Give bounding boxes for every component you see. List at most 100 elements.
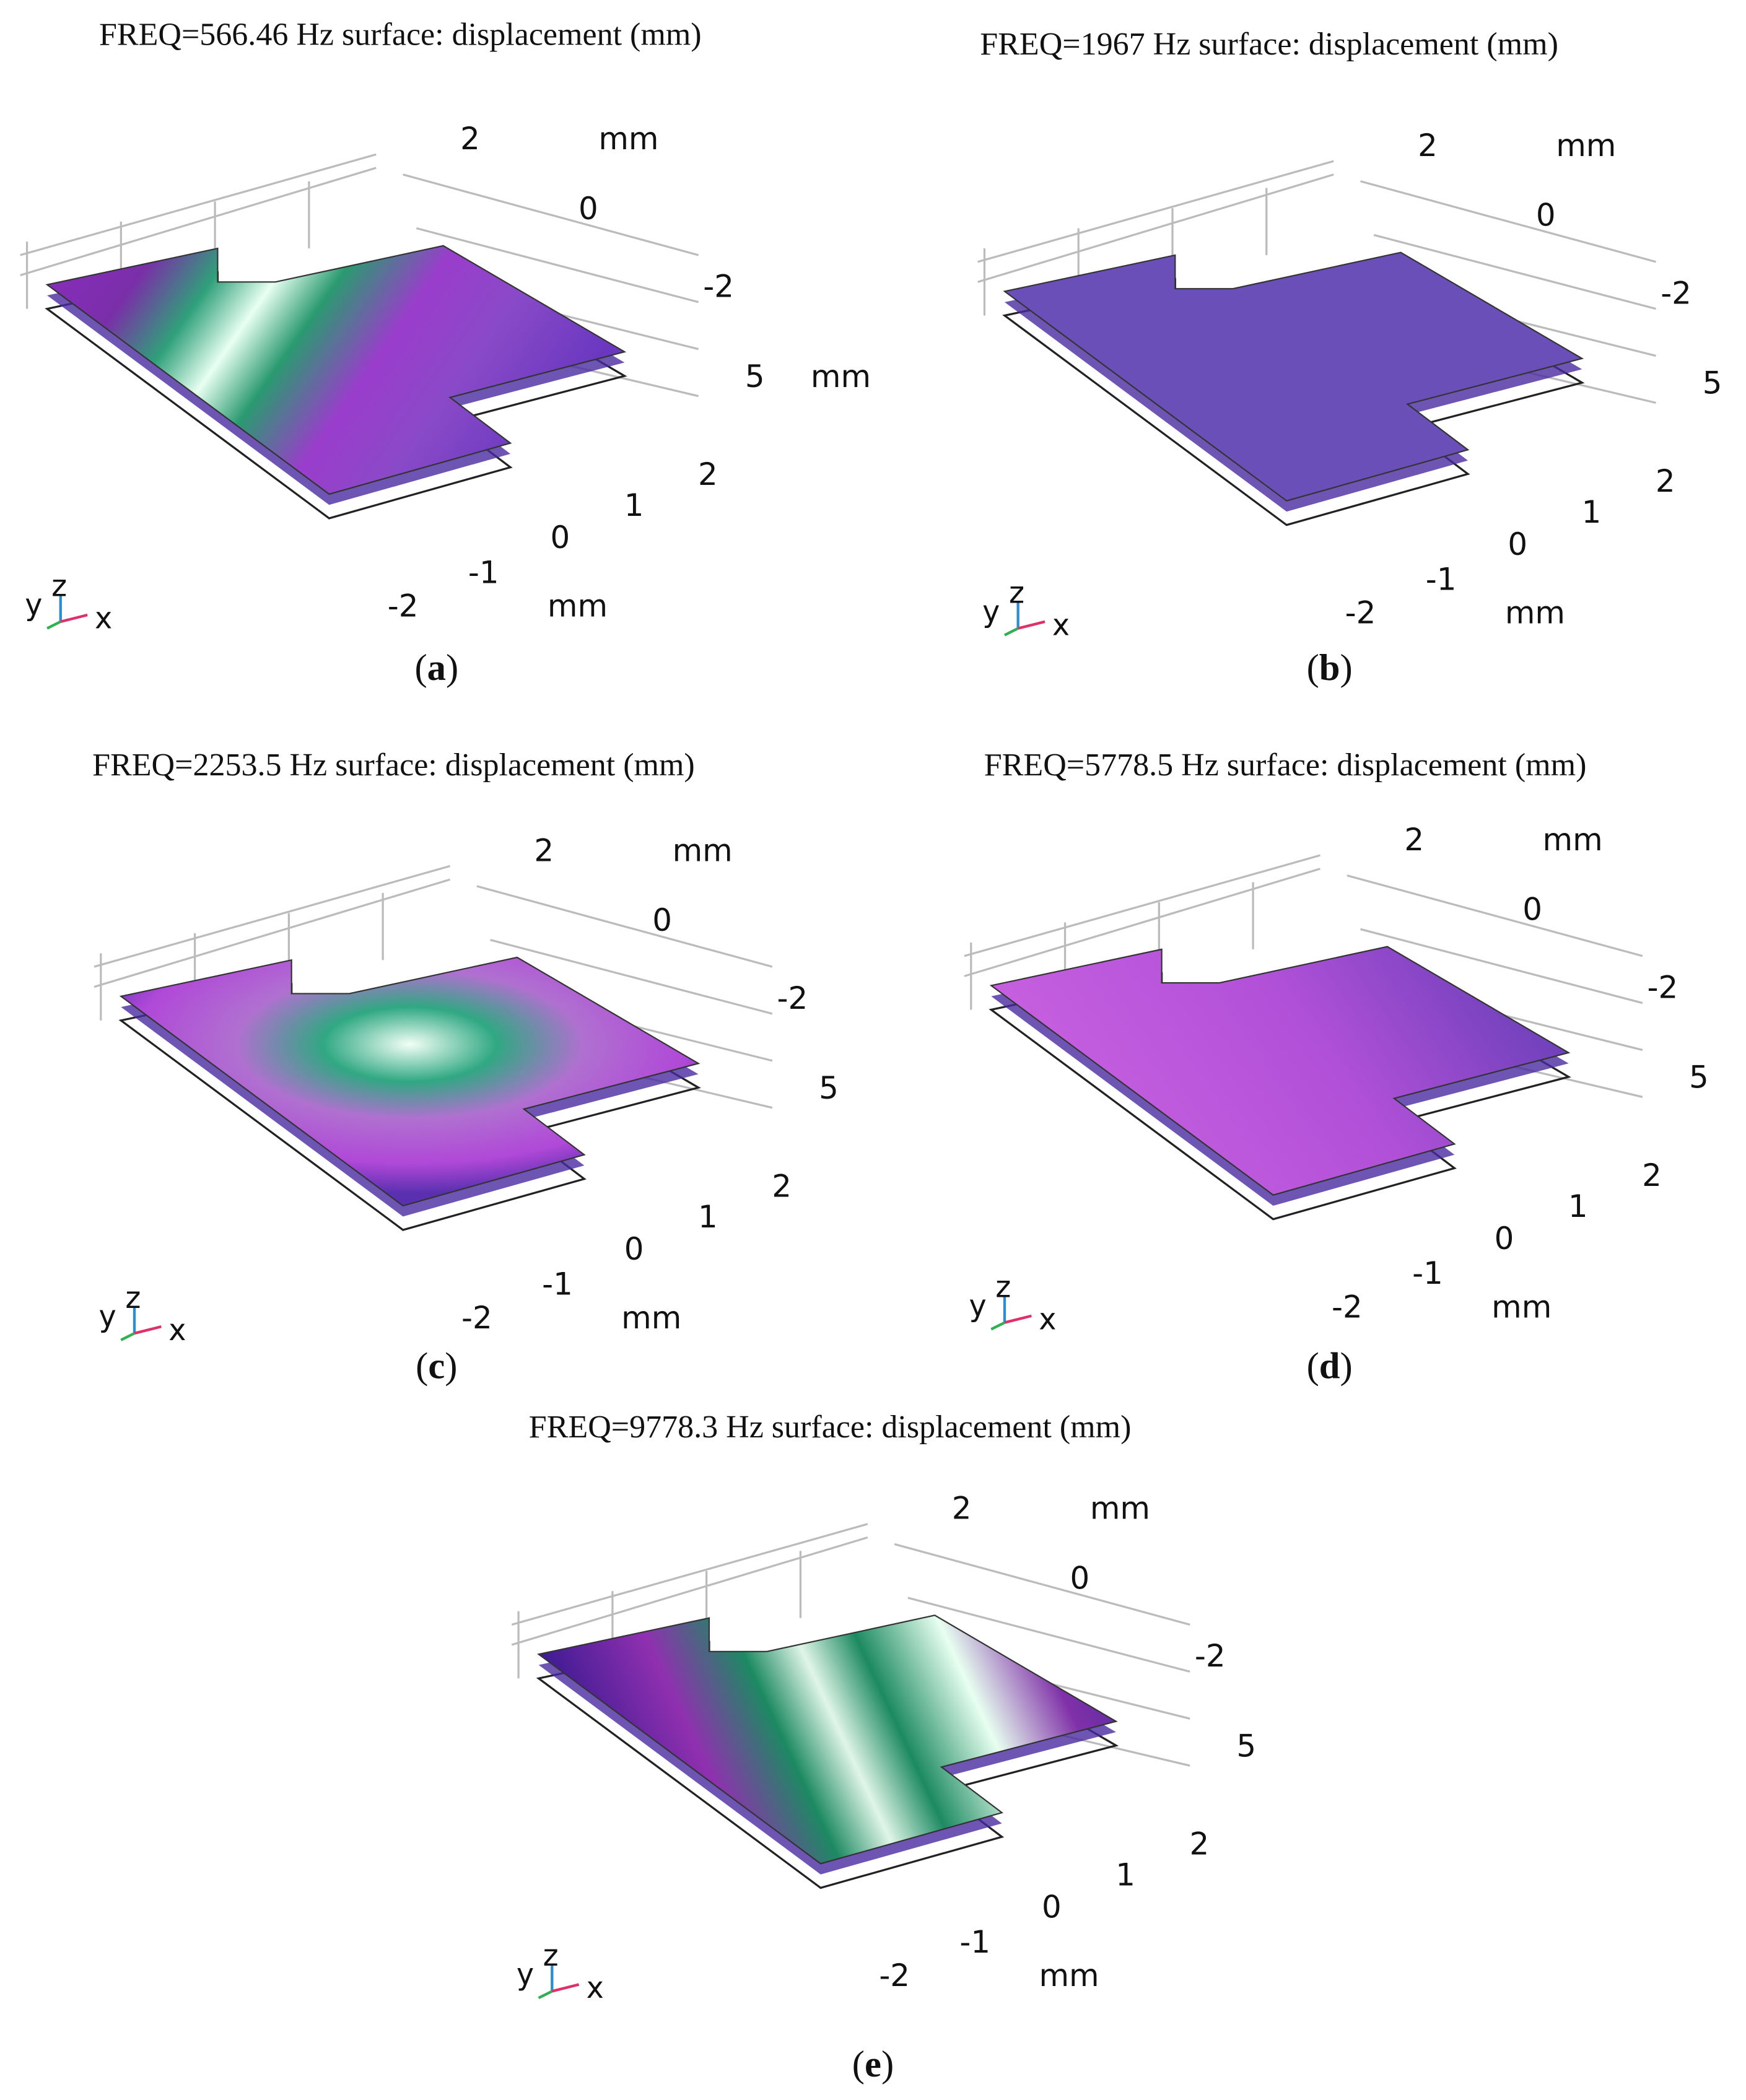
triad-label: y [517, 1958, 534, 1992]
triad-label: z [51, 570, 67, 604]
grid-line [94, 865, 450, 968]
panel-title: FREQ=2253.5 Hz surface: displacement (mm… [92, 747, 695, 783]
caption-part: ) [1340, 647, 1353, 689]
triad-label: x [95, 602, 112, 636]
axis-label: -2 [1661, 275, 1691, 311]
axis-label: mm [1039, 1958, 1099, 1993]
triad-axis [60, 613, 88, 623]
caption-part: ( [1307, 647, 1319, 689]
caption-part: ) [445, 1345, 457, 1387]
axis-label: 1 [698, 1199, 718, 1235]
caption-part: ( [1307, 1345, 1319, 1387]
axis-label: mm [1090, 1491, 1150, 1527]
panel: FREQ=1967 Hz surface: displacement (mm) 2… [977, 27, 1722, 689]
grid-line [511, 1523, 868, 1626]
triad-label: x [1052, 609, 1070, 643]
triad-axis [1004, 627, 1019, 637]
panel: FREQ=566.46 Hz surface: displacement (mm… [20, 17, 871, 689]
caption-part: ) [881, 2044, 894, 2085]
axis-label: -1 [468, 554, 499, 590]
axis-label: 2 [1656, 463, 1675, 499]
axis-label: -2 [1345, 595, 1376, 631]
axis-label: -1 [542, 1266, 573, 1302]
axis-label: -1 [1426, 561, 1457, 597]
triad-label: x [1039, 1302, 1056, 1336]
grid-line [94, 878, 451, 988]
grid-line [964, 854, 1320, 957]
caption-part: b [1319, 647, 1340, 689]
plate-surface [989, 946, 1571, 1196]
axis-label: 2 [534, 832, 554, 868]
triad-axis [990, 1321, 1005, 1331]
axis-label: 2 [460, 121, 480, 157]
axis-label: 2 [1642, 1157, 1662, 1193]
axis-label: 2 [772, 1168, 792, 1204]
axis-label: 0 [1070, 1560, 1090, 1596]
triad-axis [1018, 620, 1045, 630]
grid-line [1373, 233, 1656, 310]
caption-part: c [428, 1345, 445, 1387]
caption-part: ) [1340, 1345, 1353, 1387]
plate-surface [119, 956, 701, 1207]
triad-label: y [99, 1300, 116, 1334]
axis-label: 2 [1418, 128, 1438, 163]
axis-label: 0 [652, 902, 672, 938]
grid-line [977, 173, 1334, 283]
axis-label: 0 [624, 1231, 644, 1267]
caption: (b) [1307, 647, 1353, 689]
axis-label: 5 [819, 1070, 839, 1106]
panel-title: FREQ=1967 Hz surface: displacement (mm) [980, 27, 1558, 62]
axis-label: -2 [777, 980, 808, 1016]
axis-label: 0 [550, 520, 570, 555]
panel-title: FREQ=566.46 Hz surface: displacement (mm… [99, 17, 702, 53]
axis-label: -1 [959, 1924, 990, 1960]
grid-line [403, 173, 699, 256]
axis-label: -2 [703, 269, 734, 305]
grid-line [977, 160, 1334, 263]
axis-label: 5 [745, 359, 765, 394]
panel-title: FREQ=9778.3 Hz surface: displacement (mm… [529, 1409, 1132, 1445]
axis-label: 5 [1703, 365, 1722, 401]
caption-part: ) [446, 647, 458, 689]
grid-line [1360, 928, 1643, 1004]
axis-label: 2 [952, 1491, 972, 1527]
caption: (c) [416, 1345, 457, 1387]
axis-label: mm [598, 121, 658, 157]
panel: FREQ=2253.5 Hz surface: displacement (mm… [92, 747, 839, 1387]
grid-line [511, 1536, 868, 1646]
axis-label: mm [621, 1300, 681, 1336]
axis-label: 2 [698, 456, 718, 492]
axis-label: mm [1505, 595, 1565, 631]
triad-label: x [168, 1314, 186, 1348]
grid-line [1347, 874, 1643, 957]
grid-line [416, 227, 699, 303]
triad-label: z [1009, 576, 1024, 610]
axis-label: 5 [1689, 1060, 1709, 1096]
triad-axis [46, 620, 61, 630]
panel: FREQ=5778.5 Hz surface: displacement (mm… [964, 747, 1709, 1387]
grid-line [476, 885, 773, 968]
axis-label: 0 [1495, 1221, 1514, 1257]
caption-part: d [1319, 1345, 1340, 1387]
panel: FREQ=9778.3 Hz surface: displacement (mm… [511, 1409, 1256, 2085]
axis-label: 0 [1042, 1889, 1062, 1925]
axis-label: mm [811, 359, 871, 394]
triad-label: z [543, 1939, 559, 1973]
axis-label: mm [673, 832, 733, 868]
grid-line [20, 153, 377, 256]
caption: (e) [852, 2044, 894, 2085]
axis-label: 2 [1189, 1826, 1209, 1862]
grid-line [894, 1543, 1190, 1626]
grid-line [964, 868, 1320, 977]
axis-label: -2 [1195, 1638, 1226, 1674]
axis-label: -2 [1648, 969, 1678, 1005]
grid-line [20, 167, 377, 277]
triad-label: y [25, 588, 42, 622]
axis-label: mm [1556, 128, 1616, 163]
plate-surface [45, 245, 627, 495]
